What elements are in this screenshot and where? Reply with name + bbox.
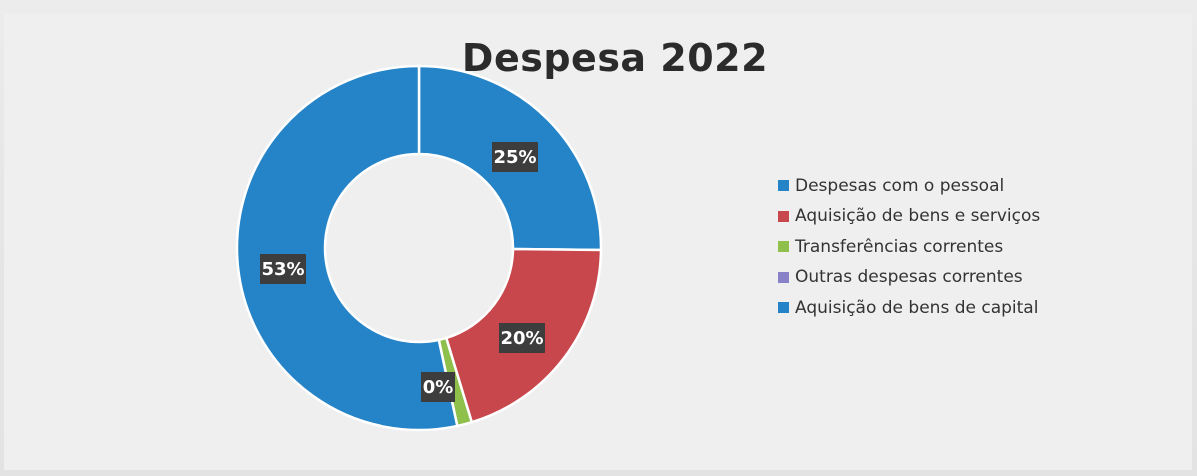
slice-aquisicao-de-bens-de-capital (235, 64, 459, 432)
legend-label: Outras despesas correntes (795, 267, 1023, 287)
data-label-transferencias-correntes: 0% (421, 372, 455, 402)
legend-item-aquisicao-de-bens-e-servicos: Aquisição de bens e serviços (778, 205, 1078, 228)
legend-swatch (778, 210, 789, 222)
data-label-text: 0% (423, 377, 454, 398)
legend-swatch (778, 302, 789, 313)
data-label-text: 20% (500, 328, 543, 349)
data-label-text: 53% (261, 259, 304, 280)
chart-title: Despesa 2022 (461, 36, 769, 80)
legend-label: Transferências correntes (795, 236, 1004, 257)
legend-item-transferencias-correntes: Transferências correntes (778, 235, 1078, 258)
legend-swatch (778, 180, 789, 191)
data-label-text: 25% (493, 147, 536, 168)
data-label-despesas-com-o-pessoal: 25% (492, 142, 538, 172)
chart-legend: Despesas com o pessoal Aquisição de bens … (778, 174, 1078, 327)
legend-swatch (778, 271, 789, 283)
data-label-aquisicao-de-bens-e-servicos: 20% (499, 323, 545, 353)
legend-item-despesas-com-o-pessoal: Despesas com o pessoal (778, 174, 1078, 197)
legend-label: Aquisição de bens de capital (795, 297, 1039, 318)
legend-swatch (778, 241, 789, 252)
legend-item-outras-despesas-correntes: Outras despesas correntes (778, 266, 1078, 289)
legend-label: Aquisição de bens e serviços (795, 206, 1041, 226)
legend-label: Despesas com o pessoal (795, 175, 1005, 196)
legend-item-aquisicao-de-bens-de-capital: Aquisição de bens de capital (778, 296, 1078, 319)
data-label-aquisicao-de-bens-de-capital: 53% (260, 254, 306, 284)
